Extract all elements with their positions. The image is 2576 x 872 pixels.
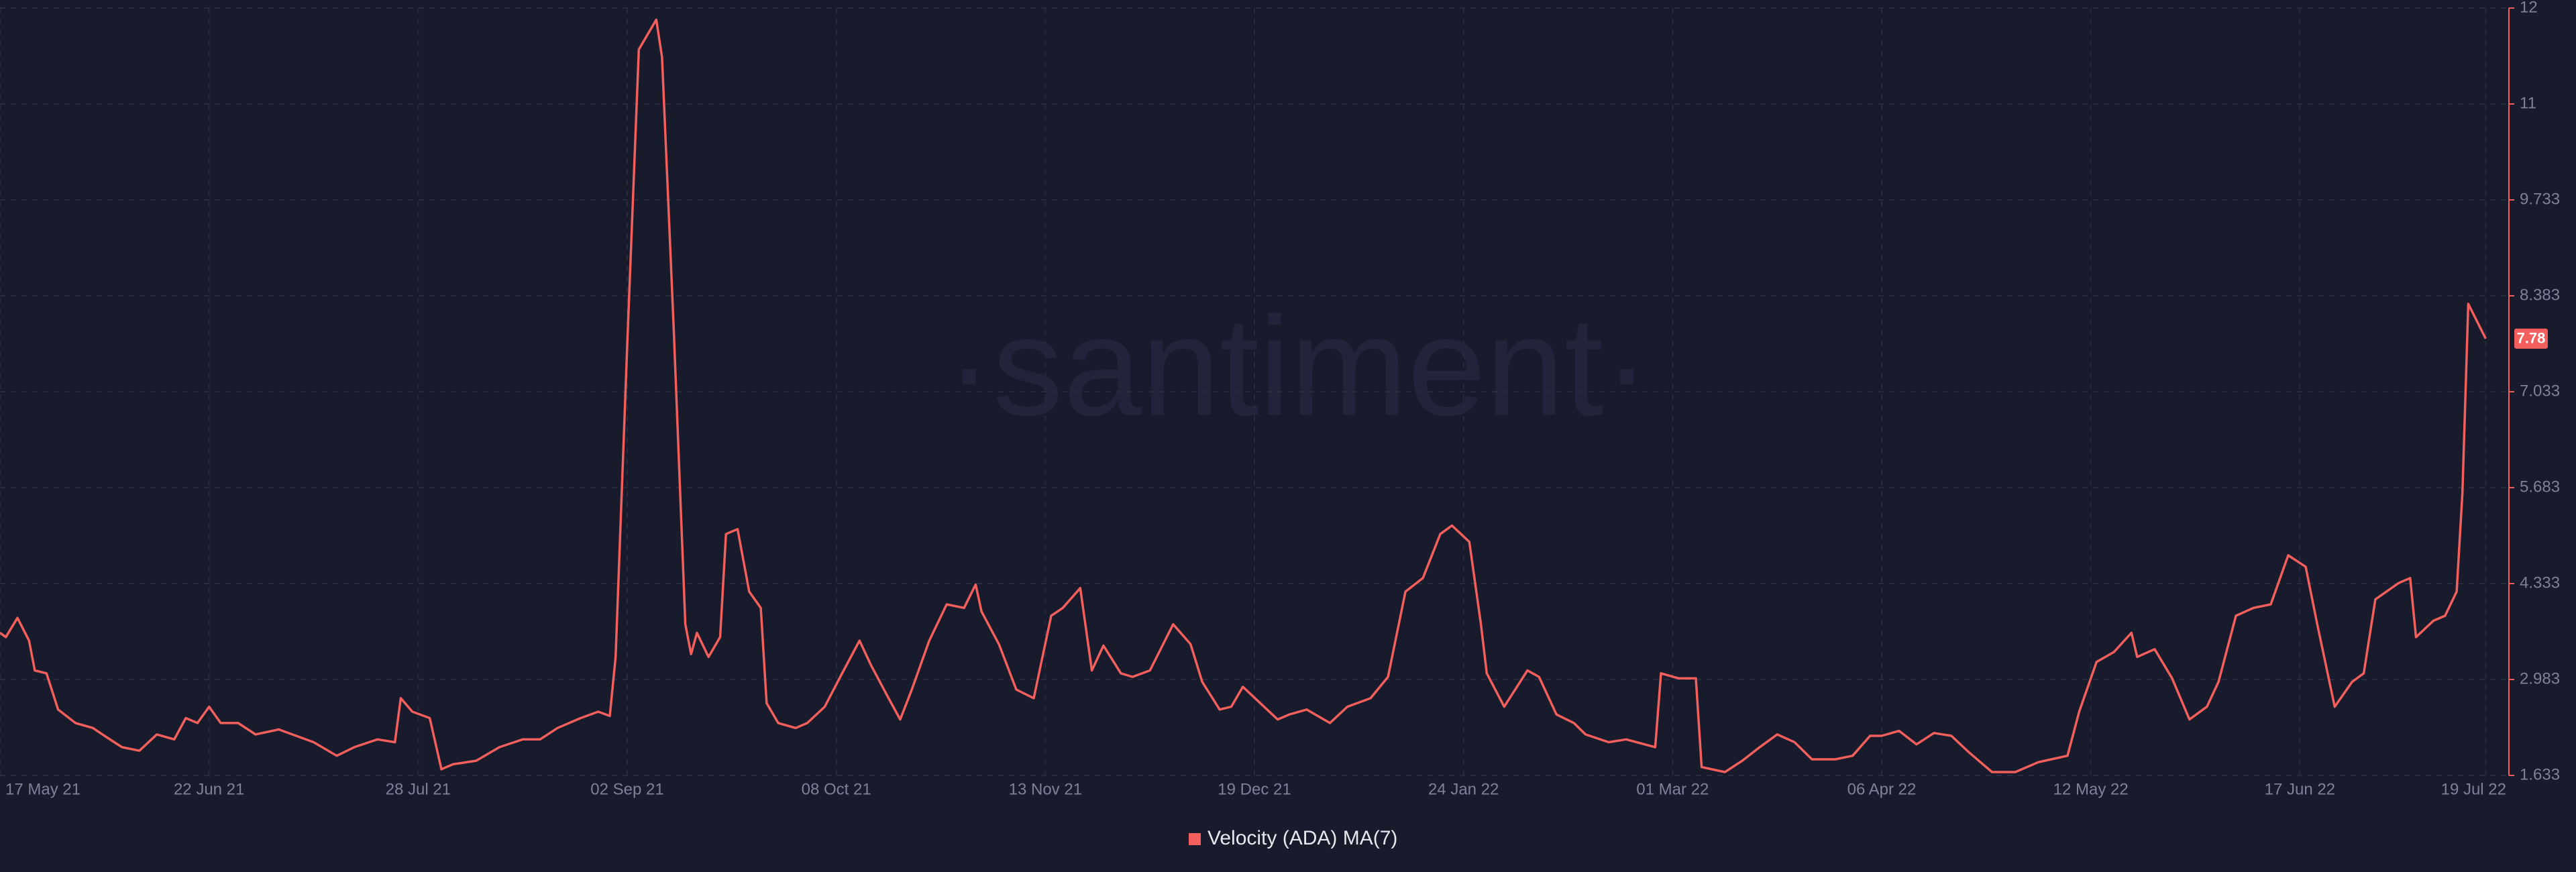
- value-badge-box: [2514, 328, 2548, 349]
- y-tick-label: 1.633: [2520, 765, 2560, 783]
- x-tick-label: 12 May 22: [2053, 780, 2129, 798]
- x-tick-label: 08 Oct 21: [802, 780, 871, 798]
- y-tick-label: 4.333: [2520, 574, 2560, 592]
- value-badge: 7.78: [2514, 328, 2548, 349]
- data-line: [0, 18, 2487, 773]
- x-tick-label: 19 Jul 22: [2441, 780, 2506, 798]
- watermark: ·santiment·: [946, 287, 1650, 445]
- y-tick-label: 11: [2520, 94, 2536, 112]
- legend-swatch: [1189, 833, 1201, 845]
- x-tick-label: 13 Nov 21: [1009, 780, 1082, 798]
- x-tick-label: 19 Dec 21: [1218, 780, 1291, 798]
- y-tick-label: 12: [2520, 0, 2538, 16]
- value-badge-label: 7.78: [2517, 330, 2546, 347]
- x-tick-label: 17 May 21: [5, 780, 80, 798]
- x-tick-label: 06 Apr 22: [1847, 780, 1917, 798]
- legend-item: Velocity (ADA) MA(7): [1189, 827, 1397, 849]
- y-tick-label: 9.733: [2520, 190, 2560, 208]
- y-tick-label: 8.383: [2520, 286, 2560, 304]
- x-tick-label: 22 Jun 21: [174, 780, 244, 798]
- y-tick-label: 2.983: [2520, 669, 2560, 688]
- x-tick-label: 17 Jun 22: [2265, 780, 2335, 798]
- legend-label: Velocity (ADA) MA(7): [1208, 827, 1397, 849]
- x-tick-label: 28 Jul 21: [386, 780, 451, 798]
- x-tick-label: 02 Sep 21: [590, 780, 663, 798]
- y-tick-label: 5.683: [2520, 478, 2560, 496]
- x-tick-label: 01 Mar 22: [1636, 780, 1709, 798]
- x-tick-label: 24 Jan 22: [1428, 780, 1499, 798]
- y-tick-label: 7.033: [2520, 382, 2560, 400]
